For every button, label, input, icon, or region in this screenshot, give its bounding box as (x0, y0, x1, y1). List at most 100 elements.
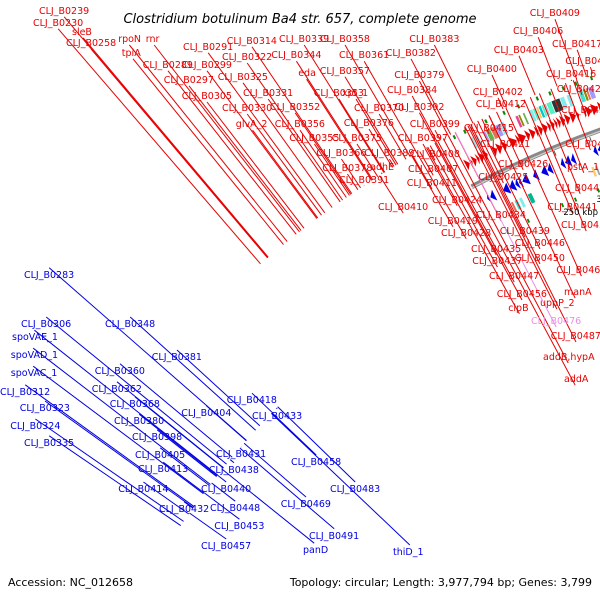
forward-gene-leader-line (554, 19, 578, 80)
forward-gene-leader-line (411, 155, 454, 228)
kbp-tick-label: 300 kbp (596, 195, 600, 205)
forward-gene-leader-line (564, 83, 591, 151)
forward-gene-label: CLJ_B0366 (316, 148, 366, 159)
reverse-gene-leader-line (222, 468, 315, 544)
reverse-gene-label: CLJ_B0413 (138, 464, 188, 475)
forward-gene-leader-line (338, 98, 386, 173)
forward-gene-label: CLJ_B0434 (476, 210, 526, 221)
forward-gene-label: CLJ_B0435 (471, 244, 521, 255)
forward-gene-leader-line (252, 129, 319, 219)
inner-cog-block (518, 197, 526, 208)
reverse-gene-arrow (593, 144, 600, 157)
reverse-gene-leader-line (44, 400, 194, 509)
forward-gene-leader-line (380, 172, 383, 175)
forward-gene-leader-line (363, 60, 418, 154)
forward-gene-label: CLJ_B0412 (476, 99, 526, 110)
forward-gene-leader-line (299, 129, 347, 198)
forward-gene-arrow (490, 145, 498, 157)
forward-gene-leader-line (206, 70, 318, 219)
forward-gene-label: CLJ_B0409 (530, 8, 580, 19)
reverse-gene-label: CLJ_B0431 (216, 449, 266, 460)
forward-gene-leader-line (518, 55, 536, 96)
outer-rna-mark (574, 81, 578, 86)
reverse-gene-leader-line (243, 442, 307, 498)
reverse-gene-label: CLJ_B0324 (10, 421, 60, 432)
forward-gene-label: addA (564, 374, 589, 385)
forward-gene-leader-line (437, 141, 515, 283)
forward-gene-label: uppP_2 (540, 298, 575, 309)
reverse-gene-label: CLJ_B0458 (291, 457, 341, 468)
reverse-gene-arrow (522, 173, 531, 185)
outer-cog-block (515, 115, 523, 128)
forward-gene-leader-line (167, 70, 297, 235)
forward-gene-arrow (517, 133, 526, 145)
forward-gene-leader-line (313, 143, 350, 196)
forward-gene-leader-line (550, 88, 585, 173)
outer-rna-mark (452, 134, 457, 140)
backbone-ring (470, 127, 600, 189)
outer-cog-block (541, 104, 548, 117)
reverse-gene-leader-line (183, 501, 194, 509)
forward-gene-label: CLJ_B0450 (515, 253, 565, 264)
forward-gene-arrow (474, 153, 480, 165)
reverse-gene-leader-line (229, 459, 235, 464)
forward-gene-label: CLJ_B0455 (561, 220, 600, 231)
forward-gene-leader-line (267, 98, 341, 203)
forward-gene-arrow (508, 137, 517, 149)
forward-gene-label: CLJ_B0379 (394, 70, 444, 81)
forward-gene-label: CLJ_B0437 (472, 256, 522, 267)
reverse-gene-arrow (571, 153, 578, 165)
outer-cog-block (538, 105, 546, 118)
highlight-gene-leader-line (454, 131, 557, 328)
forward-gene-label: tpiA (122, 48, 141, 59)
forward-gene-label: CLJ_B0415 (464, 123, 514, 134)
forward-gene-arrow (528, 128, 536, 140)
forward-gene-label: clpB (508, 303, 528, 314)
forward-gene-label: CLJ_B0411 (407, 178, 457, 189)
forward-gene-label: CLJ_B0408 (410, 149, 460, 160)
forward-gene-leader-line (412, 155, 433, 190)
forward-gene-leader-line (294, 112, 352, 195)
forward-gene-label: CLJ_B0384 (387, 85, 437, 96)
reverse-gene-label: CLJ_B0457 (201, 541, 251, 552)
forward-gene-leader-line (426, 147, 520, 315)
forward-gene-label: CLJ_B0352 (270, 102, 320, 113)
forward-gene-label: CLJ_B0399 (410, 119, 460, 130)
forward-gene-label: CLJ_B0358 (320, 34, 370, 45)
forward-gene-leader-line (344, 76, 399, 165)
forward-gene-label: CLJ_B0400 (467, 64, 517, 75)
outer-rna-mark (548, 91, 552, 96)
reverse-gene-label: thiD_1 (393, 547, 424, 558)
forward-gene-leader-line (589, 67, 594, 74)
forward-gene-label: manA (564, 287, 592, 298)
forward-gene-label: CLJ_B0447 (489, 271, 539, 282)
forward-gene-leader-line (523, 99, 573, 214)
forward-gene-arrow (523, 130, 531, 142)
outer-cog-block (546, 101, 556, 115)
inner-rna-mark (596, 188, 600, 193)
forward-gene-leader-line (251, 46, 353, 195)
forward-gene-label: CLJ_B0239 (39, 6, 89, 17)
forward-gene-label: CLJ_B0420 (557, 84, 600, 95)
inner-rna-mark (560, 202, 565, 208)
forward-gene-label: glvA_2 (236, 119, 268, 130)
reverse-gene-leader-line (276, 407, 278, 410)
forward-gene-label: adhE (370, 162, 394, 173)
reverse-gene-label: CLJ_B0438 (209, 465, 259, 476)
forward-gene-leader-line (481, 118, 490, 135)
reverse-gene-leader-line (138, 413, 218, 477)
forward-gene-label: CLJ_B0325 (218, 72, 268, 83)
kbp-tick (589, 136, 592, 142)
reverse-gene-arrow (519, 176, 525, 188)
reverse-gene-arrow (502, 182, 512, 194)
reverse-gene-leader-line (156, 429, 217, 477)
forward-gene-label: rnr (146, 34, 160, 45)
outer-cog-block (518, 114, 525, 127)
forward-gene-leader-line (346, 173, 359, 190)
forward-gene-label: CLJ_B0322 (222, 52, 272, 63)
forward-gene-label: CLJ_B0356 (275, 119, 325, 130)
forward-gene-label: CLJ_B0487 (551, 331, 600, 342)
reverse-gene-leader-line (48, 435, 181, 526)
reverse-gene-leader-line (134, 396, 224, 469)
